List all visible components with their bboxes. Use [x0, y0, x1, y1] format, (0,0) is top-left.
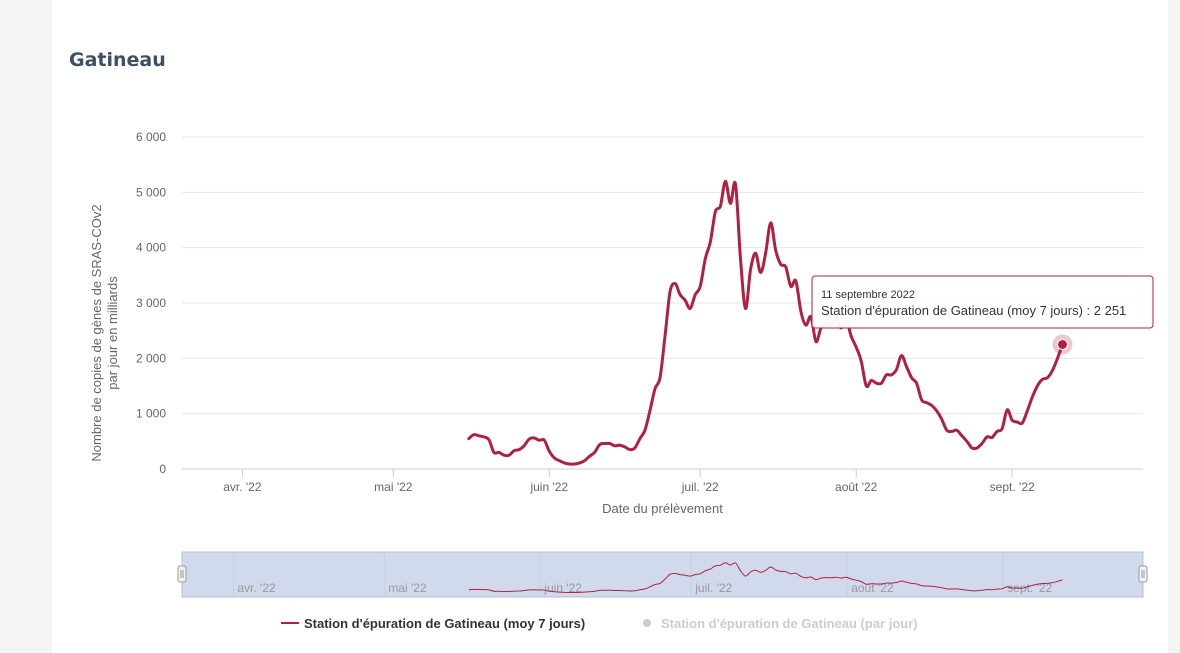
y-tick-label: 0: [159, 462, 166, 476]
y-axis-title-line2: par jour en milliards: [105, 276, 120, 390]
x-axis-title: Date du prélèvement: [602, 501, 723, 516]
navigator-label: avr. '22: [237, 581, 276, 595]
legend-item-moy7[interactable]: Station d'épuration de Gatineau (moy 7 j…: [281, 616, 585, 631]
legend-label-moy7: Station d'épuration de Gatineau (moy 7 j…: [304, 616, 585, 631]
legend-item-par-jour[interactable]: Station d'épuration de Gatineau (par jou…: [643, 616, 918, 631]
navigator-label: sept. '22: [1007, 581, 1052, 595]
navigator-label: mai '22: [388, 581, 427, 595]
y-tick-label: 6 000: [136, 130, 166, 144]
series-line-moy7[interactable]: [467, 179, 1064, 466]
y-tick-label: 1 000: [136, 407, 166, 421]
legend: Station d'épuration de Gatineau (moy 7 j…: [281, 616, 918, 631]
y-tick-label: 4 000: [136, 241, 166, 255]
x-tick-label: juin '22: [529, 480, 568, 494]
navigator-handle-grip: [177, 565, 187, 583]
y-tick-label: 5 000: [136, 185, 166, 199]
tooltip-date: 11 septembre 2022: [821, 289, 915, 301]
navigator-series-line: [468, 562, 1063, 593]
navigator-label: août '22: [851, 581, 894, 595]
navigator-grid: avr. '22 mai '22 juin '22 juil. '22 août '22…: [232, 552, 1052, 597]
navigator-handle-grip: [1138, 565, 1148, 583]
hover-point[interactable]: [1056, 338, 1068, 350]
navigator-label: juil. '22: [694, 581, 732, 595]
legend-symbol-par-jour: [643, 619, 651, 627]
navigator-handle-left[interactable]: [177, 565, 187, 583]
x-tick-label: juil. '22: [681, 480, 719, 494]
y-tick-label: 2 000: [136, 351, 166, 365]
y-axis: 0 1 000 2 000 3 000 4 000 5 000 6 000: [136, 130, 166, 476]
legend-label-par-jour: Station d'épuration de Gatineau (par jou…: [661, 616, 918, 631]
navigator-handle-right[interactable]: [1138, 565, 1148, 583]
navigator[interactable]: avr. '22 mai '22 juin '22 juil. '22 août '22…: [177, 551, 1148, 598]
tooltip-box: [811, 275, 1154, 329]
x-tick-label: août '22: [835, 480, 878, 494]
x-tick-label: sept. '22: [990, 480, 1035, 494]
navigator-mask[interactable]: [181, 551, 1144, 598]
tooltip-text: Station d'épuration de Gatineau (moy 7 j…: [821, 303, 1126, 318]
y-tick-label: 3 000: [136, 296, 166, 310]
x-tick-label: avr. '22: [223, 480, 262, 494]
y-axis-title-line1: Nombre de copies de gènes de SRAS-COv2: [89, 204, 104, 461]
tooltip: 11 septembre 2022 Station d'épuration de…: [811, 275, 1154, 329]
x-tick-label: mai '22: [374, 480, 413, 494]
page-title: Gatineau: [69, 49, 166, 71]
x-axis: avr. '22 mai '22 juin '22 juil. '22 août '22…: [223, 469, 1035, 494]
